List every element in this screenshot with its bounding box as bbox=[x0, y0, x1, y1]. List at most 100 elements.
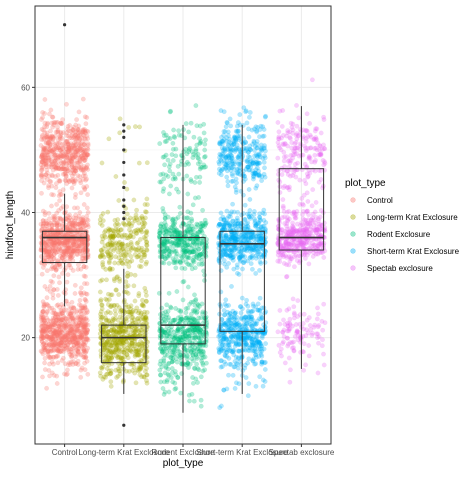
point bbox=[63, 211, 67, 215]
point bbox=[194, 149, 198, 153]
point bbox=[248, 197, 252, 201]
point bbox=[76, 349, 80, 353]
point bbox=[60, 121, 64, 125]
point bbox=[57, 281, 61, 285]
point bbox=[49, 204, 53, 208]
point bbox=[184, 249, 188, 253]
point bbox=[245, 165, 249, 169]
point bbox=[56, 138, 60, 142]
point bbox=[230, 202, 234, 206]
point bbox=[144, 289, 148, 293]
point bbox=[113, 223, 117, 227]
point bbox=[52, 120, 56, 124]
point bbox=[304, 148, 308, 152]
point bbox=[281, 204, 285, 208]
point bbox=[40, 272, 44, 276]
point bbox=[108, 240, 112, 244]
point bbox=[240, 267, 244, 271]
point bbox=[118, 117, 122, 121]
point bbox=[277, 130, 281, 134]
point bbox=[63, 325, 67, 329]
point bbox=[120, 233, 124, 237]
point bbox=[82, 185, 86, 189]
point bbox=[244, 342, 248, 346]
point bbox=[231, 309, 235, 313]
point bbox=[192, 250, 196, 254]
point bbox=[185, 174, 189, 178]
point bbox=[75, 161, 79, 165]
point bbox=[186, 210, 190, 214]
point bbox=[226, 184, 230, 188]
point bbox=[233, 237, 237, 241]
point bbox=[98, 290, 102, 294]
point bbox=[173, 381, 177, 385]
point bbox=[226, 373, 230, 377]
point bbox=[312, 146, 316, 150]
point bbox=[125, 212, 129, 216]
point bbox=[196, 195, 200, 199]
point bbox=[83, 306, 87, 310]
point bbox=[62, 340, 66, 344]
point bbox=[139, 313, 143, 317]
point bbox=[223, 302, 227, 306]
point bbox=[82, 274, 86, 278]
point bbox=[257, 268, 261, 272]
point bbox=[117, 292, 121, 296]
point bbox=[145, 197, 149, 201]
point bbox=[137, 350, 141, 354]
point bbox=[84, 257, 88, 261]
point bbox=[196, 316, 200, 320]
point bbox=[227, 214, 231, 218]
point bbox=[176, 316, 180, 320]
point bbox=[85, 134, 89, 138]
point bbox=[78, 298, 82, 302]
point bbox=[39, 254, 43, 258]
point bbox=[70, 336, 74, 340]
point bbox=[291, 128, 295, 132]
point bbox=[189, 121, 193, 125]
point bbox=[116, 261, 120, 265]
point bbox=[116, 318, 120, 322]
point bbox=[198, 339, 202, 343]
point bbox=[247, 348, 251, 352]
point bbox=[231, 219, 235, 223]
point bbox=[313, 153, 317, 157]
point bbox=[171, 359, 175, 363]
point bbox=[69, 252, 73, 256]
point bbox=[144, 315, 148, 319]
point bbox=[258, 296, 262, 300]
point bbox=[126, 284, 130, 288]
point bbox=[171, 128, 175, 132]
point bbox=[81, 97, 85, 101]
point bbox=[47, 362, 51, 366]
point bbox=[145, 161, 149, 165]
point bbox=[219, 211, 223, 215]
point bbox=[52, 274, 56, 278]
point bbox=[79, 286, 83, 290]
point bbox=[50, 115, 54, 119]
point bbox=[133, 299, 137, 303]
point bbox=[71, 305, 75, 309]
point bbox=[181, 318, 185, 322]
point bbox=[219, 365, 223, 369]
point bbox=[44, 386, 48, 390]
point bbox=[123, 252, 127, 256]
point bbox=[249, 235, 253, 239]
point bbox=[238, 112, 242, 116]
point bbox=[199, 404, 203, 408]
point bbox=[262, 160, 266, 164]
point bbox=[293, 146, 297, 150]
point bbox=[141, 250, 145, 254]
point bbox=[39, 143, 43, 147]
point bbox=[49, 108, 53, 112]
point bbox=[203, 138, 207, 142]
point bbox=[251, 358, 255, 362]
point bbox=[81, 128, 85, 132]
point bbox=[43, 230, 47, 234]
point bbox=[54, 202, 58, 206]
point bbox=[40, 115, 44, 119]
point bbox=[134, 327, 138, 331]
point bbox=[224, 348, 228, 352]
point bbox=[256, 232, 260, 236]
point bbox=[45, 332, 49, 336]
